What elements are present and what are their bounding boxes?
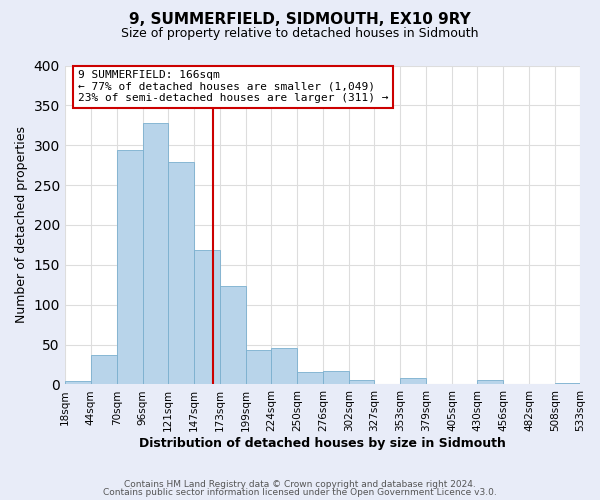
Bar <box>91 355 117 384</box>
Text: Contains public sector information licensed under the Open Government Licence v3: Contains public sector information licen… <box>103 488 497 497</box>
Bar <box>220 286 246 384</box>
Bar <box>194 250 220 384</box>
Bar <box>400 378 426 384</box>
Bar <box>168 162 194 384</box>
Bar <box>246 350 271 384</box>
Text: Size of property relative to detached houses in Sidmouth: Size of property relative to detached ho… <box>121 28 479 40</box>
Bar <box>477 380 503 384</box>
Bar <box>143 123 168 384</box>
Bar <box>323 371 349 384</box>
Text: Contains HM Land Registry data © Crown copyright and database right 2024.: Contains HM Land Registry data © Crown c… <box>124 480 476 489</box>
Y-axis label: Number of detached properties: Number of detached properties <box>15 126 28 324</box>
Bar <box>555 383 580 384</box>
Bar <box>297 372 323 384</box>
Bar <box>349 380 374 384</box>
Bar <box>271 348 297 385</box>
X-axis label: Distribution of detached houses by size in Sidmouth: Distribution of detached houses by size … <box>139 437 506 450</box>
Text: 9 SUMMERFIELD: 166sqm
← 77% of detached houses are smaller (1,049)
23% of semi-d: 9 SUMMERFIELD: 166sqm ← 77% of detached … <box>77 70 388 104</box>
Bar <box>65 382 91 384</box>
Bar <box>117 150 143 384</box>
Text: 9, SUMMERFIELD, SIDMOUTH, EX10 9RY: 9, SUMMERFIELD, SIDMOUTH, EX10 9RY <box>129 12 471 28</box>
